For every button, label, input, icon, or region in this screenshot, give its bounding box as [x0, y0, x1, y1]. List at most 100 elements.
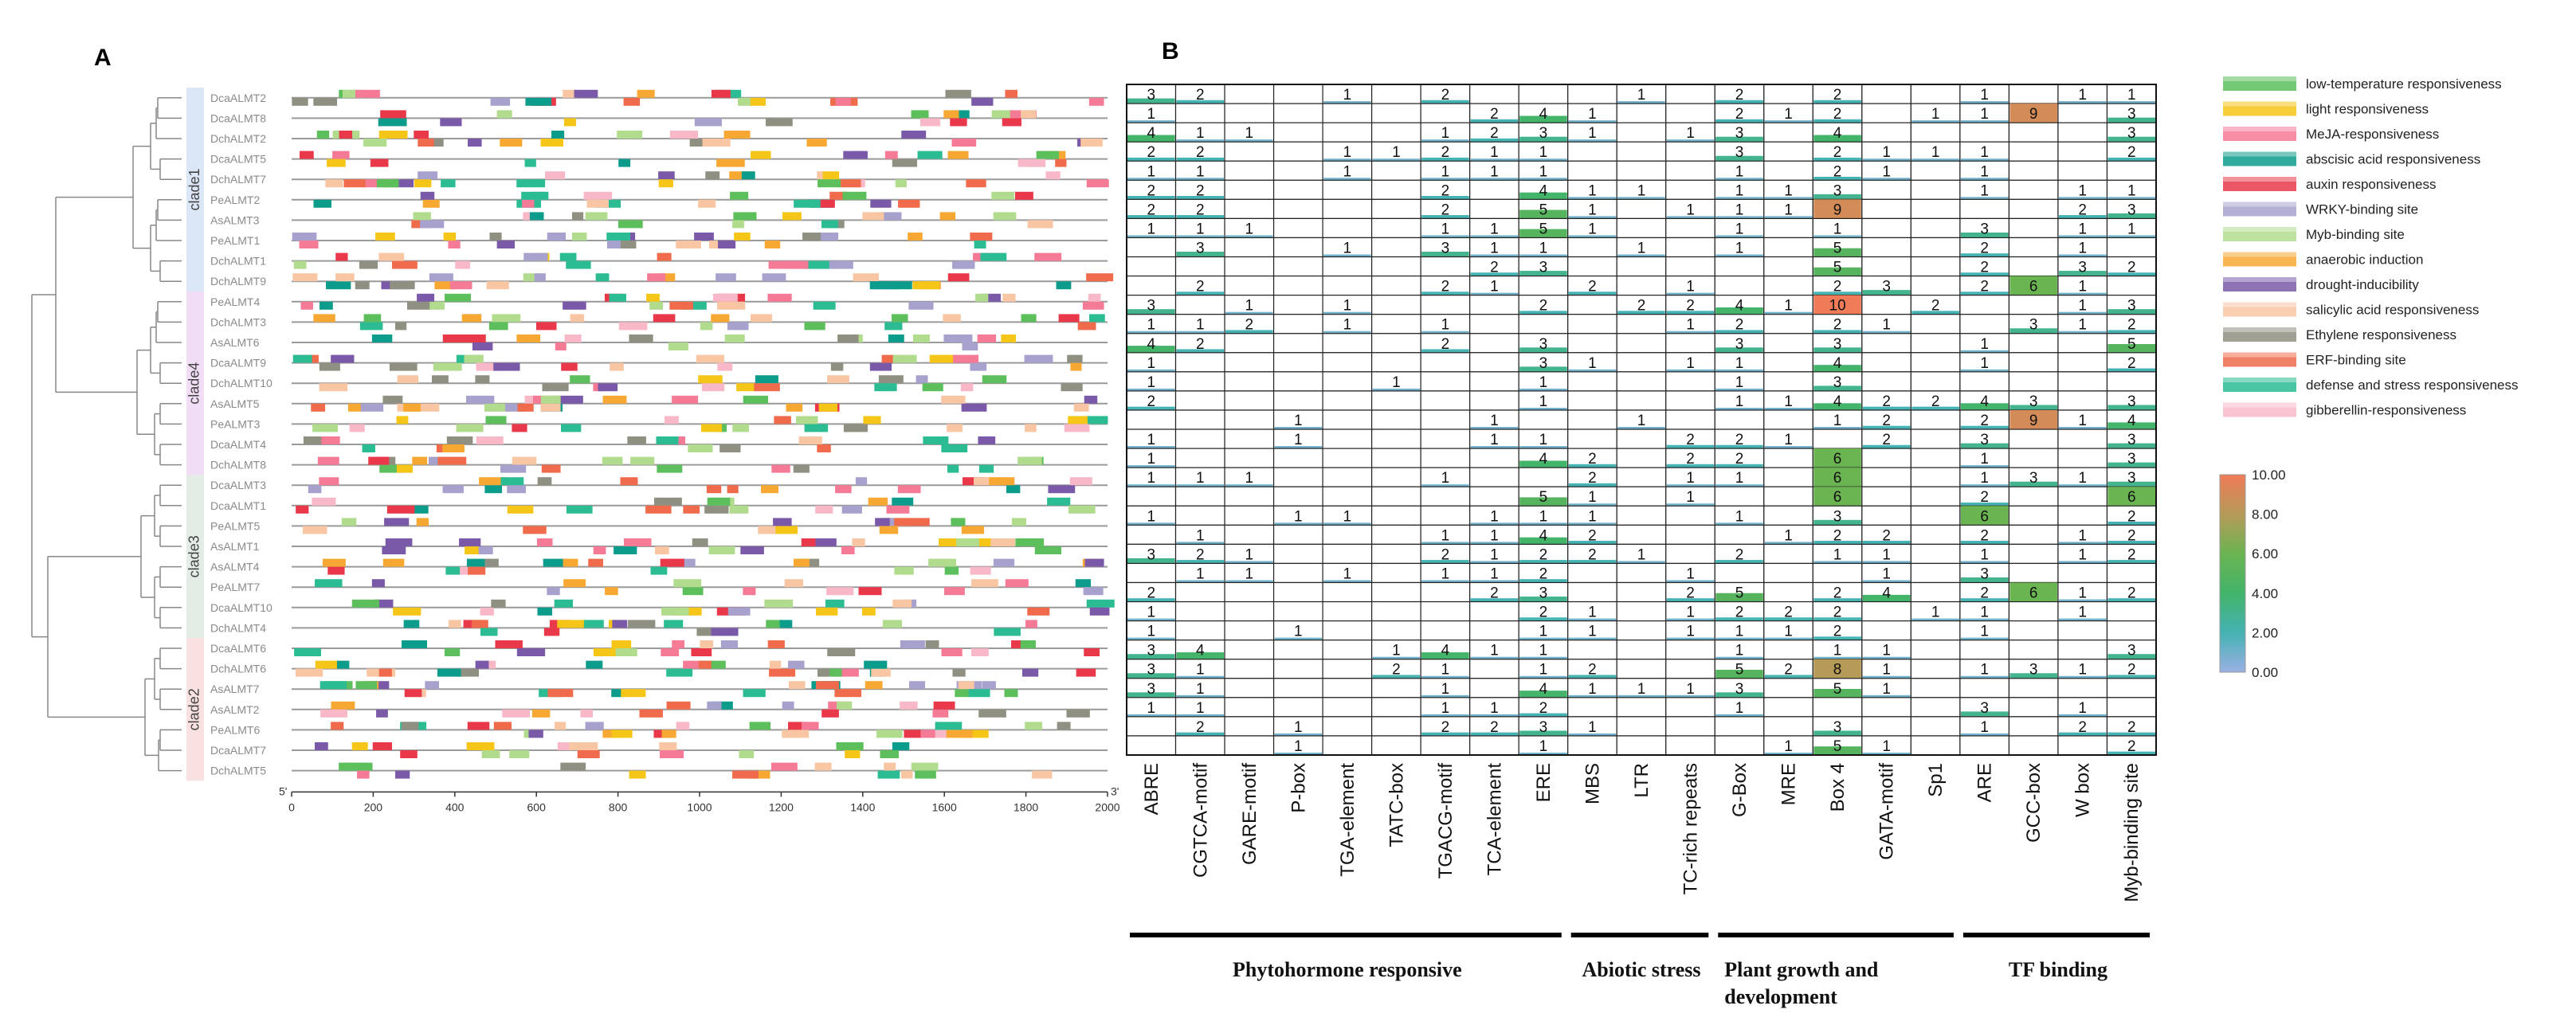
heatmap-fill — [1568, 694, 1617, 698]
element-box — [705, 171, 720, 180]
element-box — [945, 89, 971, 98]
element-box — [653, 314, 676, 323]
heatmap-fill — [1519, 178, 1567, 181]
heatmap-cell — [2008, 333, 2059, 354]
heatmap-cell — [1126, 467, 1177, 487]
heatmap-value: 1 — [1294, 738, 1303, 755]
heatmap-fill — [1568, 369, 1617, 372]
heatmap-value: 1 — [1588, 221, 1597, 237]
element-box — [493, 362, 520, 371]
legend-label: abscisic acid responsiveness — [2306, 152, 2480, 167]
element-box — [698, 660, 712, 669]
element-box — [974, 241, 986, 248]
heatmap-cell — [1567, 256, 1617, 277]
element-box — [743, 689, 766, 698]
gene-name: PeALMT4 — [210, 295, 260, 308]
heatmap-fill — [1225, 235, 1273, 238]
gene-name: DchALMT4 — [210, 621, 266, 634]
heatmap-value: 6 — [2127, 489, 2136, 506]
heatmap-fill — [1519, 497, 1567, 507]
element-box — [743, 395, 768, 404]
heatmap-fill — [1176, 196, 1225, 200]
gene-name: AsALMT1 — [210, 540, 260, 553]
heatmap-value: 2 — [1392, 662, 1401, 679]
heatmap-value: 1 — [1539, 662, 1548, 679]
element-box — [900, 701, 918, 710]
heatmap-cell — [1469, 486, 1519, 507]
element-box — [758, 526, 776, 534]
heatmap-value: 1 — [1686, 604, 1695, 621]
heatmap-cell — [1322, 217, 1373, 239]
heatmap-cell — [1861, 256, 1911, 277]
heatmap-cell — [2008, 448, 2059, 468]
element-box — [1058, 314, 1080, 323]
heatmap-value: 1 — [1980, 451, 1989, 468]
heatmap-fill — [1813, 730, 1861, 736]
heatmap-value: 1 — [1637, 240, 1646, 256]
heatmap-value: 1 — [1147, 374, 1155, 391]
heatmap-cell — [2057, 333, 2108, 354]
heatmap-value: 1 — [1784, 432, 1793, 448]
heatmap-fill — [1127, 346, 1175, 353]
legend-label: MeJA-responsiveness — [2306, 127, 2439, 142]
element-box — [319, 301, 333, 310]
heatmap-cell — [1322, 390, 1373, 411]
element-box — [404, 689, 422, 698]
column-label: CGTCA-motif — [1190, 763, 1211, 878]
heatmap-fill — [1323, 101, 1371, 104]
heatmap-cell — [1224, 486, 1275, 507]
heatmap-fill — [1960, 197, 2009, 200]
element-box — [319, 477, 339, 486]
element-box — [665, 416, 679, 425]
heatmap-cell — [1959, 333, 2010, 354]
heatmap-value: 1 — [1343, 163, 1352, 180]
heatmap-fill — [1568, 522, 1617, 526]
element-box — [488, 322, 508, 331]
heatmap-value: 2 — [1833, 144, 1842, 161]
heatmap-value: 2 — [1980, 240, 1989, 256]
element-box — [978, 436, 996, 444]
heatmap-value: 3 — [1147, 643, 1155, 659]
heatmap-value: 1 — [1588, 201, 1597, 218]
heatmap-value: 1 — [1441, 317, 1450, 334]
element-box — [830, 362, 844, 371]
heatmap-fill — [1421, 580, 1469, 583]
element-box — [970, 566, 991, 575]
heatmap-cell — [1567, 84, 1617, 104]
heatmap-fill — [1715, 484, 1763, 487]
heatmap-value: 2 — [1539, 298, 1548, 315]
heatmap-cell — [1567, 295, 1617, 315]
heatmap-cell — [1272, 716, 1323, 737]
element-box — [1089, 314, 1105, 323]
heatmap-cell — [1959, 371, 2010, 392]
heatmap-fill — [1519, 560, 1567, 564]
element-box — [839, 179, 861, 188]
heatmap-value: 4 — [1147, 336, 1155, 353]
gene-name: AsALMT4 — [210, 561, 260, 573]
heatmap-cell — [1665, 735, 1715, 756]
heatmap-fill — [2107, 481, 2155, 487]
column-label: TCA-element — [1484, 763, 1505, 876]
colorbar-tick-label: 0.00 — [2252, 665, 2278, 680]
heatmap-value: 1 — [1294, 624, 1303, 640]
heatmap-fill — [1127, 714, 1175, 717]
position-axis: 5' 3' 0 200 400 600 800 1000 1200 1400 1600 1800 2… — [279, 784, 1120, 813]
heatmap-value: 1 — [2078, 87, 2087, 104]
element-box — [1084, 648, 1100, 656]
element-box — [702, 139, 731, 147]
heatmap-fill — [2107, 560, 2155, 564]
element-box — [835, 485, 852, 494]
heatmap-cell — [2057, 371, 2108, 392]
heatmap-value: 3 — [1147, 681, 1155, 698]
heatmap-cell — [2008, 295, 2059, 315]
heatmap-value: 1 — [1735, 643, 1744, 659]
heatmap-fill — [1666, 331, 1715, 334]
heatmap-value: 4 — [1441, 643, 1450, 659]
heatmap-cell — [1272, 141, 1323, 162]
element-box — [827, 375, 849, 384]
heatmap-cell — [1665, 237, 1715, 258]
element-box — [978, 709, 1006, 718]
element-box — [531, 709, 551, 718]
heatmap-value: 2 — [1686, 451, 1695, 468]
heatmap-value: 1 — [1588, 355, 1597, 372]
